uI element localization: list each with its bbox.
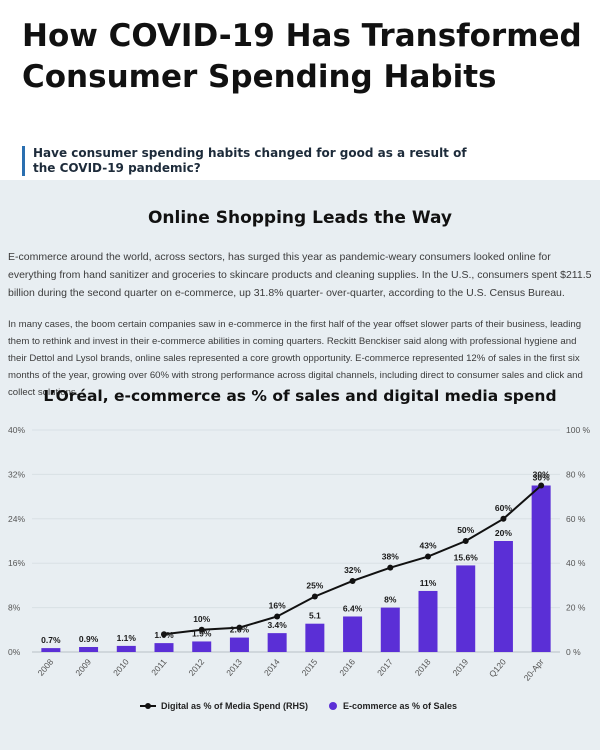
y-tick-label-left: 24% <box>8 514 25 524</box>
line-point <box>500 515 507 522</box>
x-tick-label: 2009 <box>73 657 93 678</box>
bar <box>493 541 513 652</box>
y-tick-label-left: 16% <box>8 558 25 568</box>
line-data-label: 38% <box>382 552 399 562</box>
bar <box>154 643 174 652</box>
legend-line-marker <box>145 703 151 709</box>
line-data-label: 32% <box>344 565 361 575</box>
line-point <box>161 631 167 638</box>
legend-label-digital: Digital as % of Media Spend (RHS) <box>161 701 308 711</box>
line-data-label: 16% <box>269 600 286 610</box>
bar <box>305 623 325 652</box>
bar <box>41 648 61 652</box>
chart-title: L’Oréal, e-commerce as % of sales and di… <box>43 387 557 405</box>
bar-data-label: 2.6% <box>230 625 250 635</box>
bar-data-label: 8% <box>384 595 397 605</box>
y-tick-label-right: 20 % <box>566 603 586 613</box>
line-point <box>349 577 356 584</box>
line-data-label: 25% <box>306 581 323 591</box>
bar-data-label: 1.6% <box>154 630 174 640</box>
section-title: Online Shopping Leads the Way <box>147 208 453 228</box>
bar-data-label: 6.4% <box>343 603 363 613</box>
bar-data-label: 0.7% <box>41 635 61 645</box>
x-tick-label: 2010 <box>111 657 131 678</box>
line-data-label: 43% <box>419 541 436 551</box>
bar-data-label: 20% <box>495 528 512 538</box>
bar-data-label: 3.4% <box>267 620 287 630</box>
line-point <box>425 553 431 560</box>
bar <box>380 607 400 652</box>
bar <box>79 647 99 652</box>
line-data-label: 30% <box>533 470 550 480</box>
bar-data-label: 1.9% <box>192 628 212 638</box>
article-header: How COVID-19 Has Transformed Consumer Sp… <box>0 0 600 180</box>
y-tick-label-right: 80 % <box>566 469 586 479</box>
line-point <box>274 613 281 620</box>
bar-data-label: 5.1 <box>309 611 321 621</box>
x-tick-label: 20-Apr <box>522 657 546 683</box>
line-data-label: 60% <box>495 503 512 513</box>
y-tick-label-left: 40% <box>8 425 25 435</box>
x-tick-label: 2016 <box>337 657 357 678</box>
x-tick-label: 2017 <box>375 657 395 678</box>
y-tick-label-right: 100 % <box>566 425 591 435</box>
x-tick-label: 2013 <box>224 657 244 678</box>
paragraph-2: In many cases, the boom certain companie… <box>8 319 583 398</box>
bar-data-label: 0.9% <box>79 634 99 644</box>
chart: 0% 8% 16% 24% 32% 40% 0 % 20 % 40 % 60 % 80 % 100 %… <box>8 425 591 711</box>
bar <box>343 616 363 652</box>
y-tick-label-right: 0 % <box>566 647 581 657</box>
bar <box>456 565 476 652</box>
bar <box>192 641 212 652</box>
line-point <box>198 626 205 633</box>
line-point <box>387 564 394 571</box>
legend-bar-marker <box>329 702 337 710</box>
line-data-label: 50% <box>457 525 474 535</box>
x-tick-label: 2018 <box>413 657 433 678</box>
x-tick-label: 2012 <box>186 657 206 678</box>
y-tick-label-left: 0% <box>8 647 21 657</box>
line-point <box>311 593 318 600</box>
bar <box>116 645 136 652</box>
y-tick-label-right: 40 % <box>566 558 586 568</box>
subtitle-block: Have consumer spending habits changed fo… <box>22 146 493 176</box>
paragraph-1: E-commerce around the world, across sect… <box>8 251 592 299</box>
bar <box>267 633 287 652</box>
bar <box>531 485 551 652</box>
page-subtitle: Have consumer spending habits changed fo… <box>33 146 467 175</box>
x-tick-label: 2015 <box>300 657 320 678</box>
bar-data-label: 30% <box>533 473 550 483</box>
y-tick-label-left: 32% <box>8 469 25 479</box>
line-point <box>236 624 243 631</box>
bar <box>229 637 249 652</box>
page-title: How COVID-19 Has Transformed Consumer Sp… <box>22 18 582 95</box>
bar-data-label: 1.1% <box>117 633 137 643</box>
x-tick-label: 2008 <box>36 657 56 678</box>
x-tick-label: 2019 <box>450 657 470 678</box>
x-tick-label: Q120 <box>487 657 508 680</box>
x-tick-label: 2014 <box>262 657 282 678</box>
line-point <box>538 482 545 489</box>
bar-data-label: 15.6% <box>454 552 479 562</box>
content-panel <box>0 180 600 750</box>
y-tick-label-left: 8% <box>8 603 21 613</box>
bar-data-label: 11% <box>420 578 437 588</box>
line-data-label: 10% <box>193 614 210 624</box>
y-tick-label-right: 60 % <box>566 514 586 524</box>
line-point <box>462 538 469 544</box>
bar <box>418 590 438 652</box>
legend-label-ecommerce: E-commerce as % of Sales <box>343 701 457 711</box>
x-tick-label: 2011 <box>149 657 169 678</box>
